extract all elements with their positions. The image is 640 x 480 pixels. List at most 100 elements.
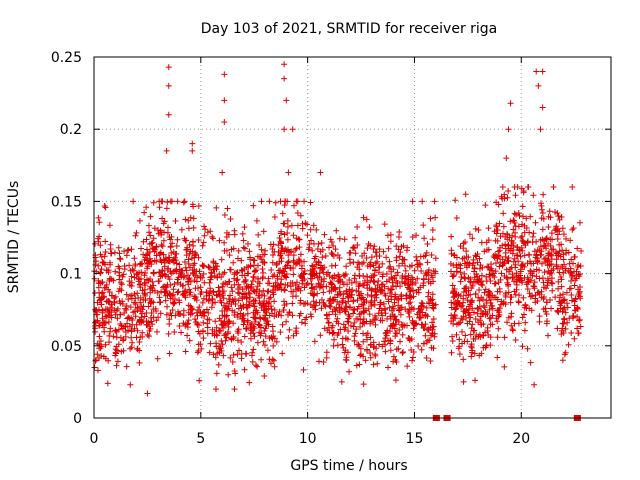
data-point [364,245,371,252]
data-point [575,286,582,293]
data-point [457,319,464,326]
data-point [105,357,112,364]
data-point [387,238,394,245]
data-point [150,299,157,306]
data-point [283,300,290,307]
data-point [477,334,484,341]
data-point [385,285,392,292]
data-point [519,237,526,244]
data-point [384,232,391,239]
data-point [557,263,564,270]
data-point [141,209,148,216]
data-point [250,273,257,280]
data-point [150,235,157,242]
data-point [419,300,426,307]
data-point [558,283,565,290]
data-point [260,302,267,309]
data-point [213,370,220,377]
data-point [499,183,506,190]
data-point [316,270,323,277]
data-point [197,290,204,297]
data-point [509,274,516,281]
data-point [320,283,327,290]
data-point [144,331,151,338]
data-point [205,310,212,317]
data-point [258,246,265,253]
data-point [144,265,151,272]
data-point [283,97,290,104]
data-point [200,312,207,319]
data-point [559,308,566,315]
data-point [321,231,328,238]
data-point [299,280,306,287]
data-point [161,257,168,264]
data-point [464,320,471,327]
data-point [219,312,226,319]
data-point [410,293,417,300]
data-point [571,282,578,289]
data-point [518,262,525,269]
data-point [136,281,143,288]
data-point [429,304,436,311]
data-point [546,261,553,268]
data-point [309,263,316,270]
data-point [284,217,291,224]
data-point [123,302,130,309]
data-point [204,229,211,236]
data-point [401,279,408,286]
data-point [562,325,569,332]
data-point [231,367,238,374]
data-point [180,292,187,299]
data-point [285,311,292,318]
data-point [534,258,541,265]
data-point [399,331,406,338]
data-point [373,291,380,298]
data-point [118,322,125,329]
data-point [543,320,550,327]
data-point [524,239,531,246]
data-point [269,335,276,342]
data-point [353,316,360,323]
data-point [287,264,294,271]
data-point [162,289,169,296]
data-point [279,350,286,357]
data-point [250,202,257,209]
data-point [143,322,150,329]
data-point [266,198,273,205]
data-point [269,259,276,266]
data-point [230,352,237,359]
data-point [362,307,369,314]
data-point [558,213,565,220]
data-point [127,345,134,352]
data-point [299,220,306,227]
data-point [540,295,547,302]
data-point [170,300,177,307]
data-point [174,198,181,205]
data-point [564,319,571,326]
data-point [128,279,135,286]
data-point [352,250,359,257]
data-point [403,247,410,254]
data-point [344,281,351,288]
x-tick-label: 20 [512,431,530,447]
data-point [409,354,416,361]
data-point [159,215,166,222]
data-point [224,330,231,337]
data-point [486,306,493,313]
data-point [450,262,457,269]
data-point [373,249,380,256]
data-point [164,303,171,310]
data-point [335,271,342,278]
data-point [184,324,191,331]
data-point [548,260,555,267]
data-point [524,279,531,286]
data-point [121,323,128,330]
data-point [216,237,223,244]
data-point [127,381,134,388]
data-point [315,240,322,247]
data-point [307,311,314,318]
data-point [479,310,486,317]
data-point [333,318,340,325]
data-point [492,294,499,301]
data-point [357,352,364,359]
